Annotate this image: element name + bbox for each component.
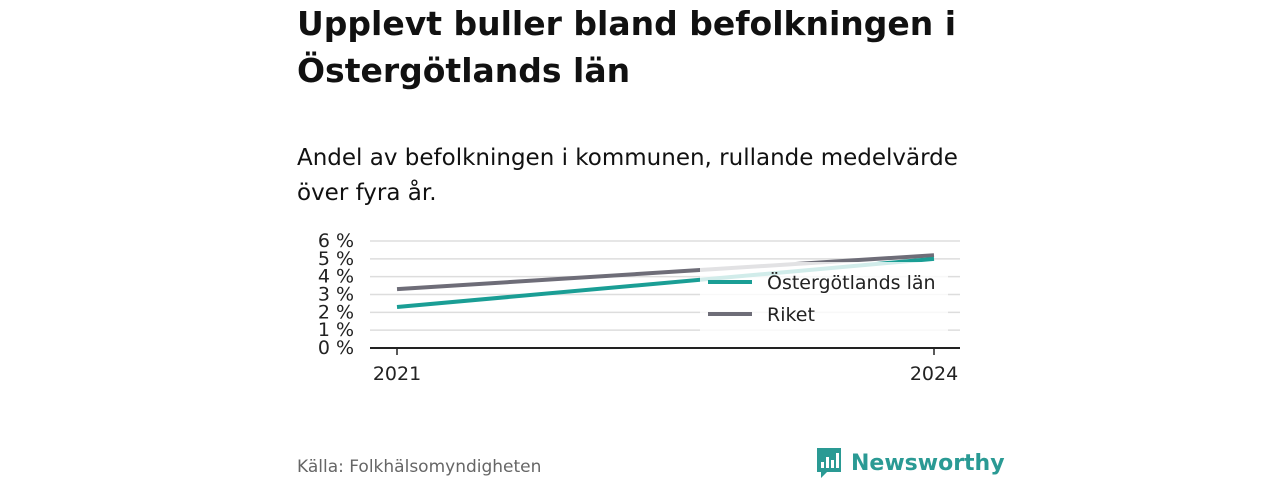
y-tick-label: 5 %: [318, 248, 354, 270]
bar-chart-speech-bubble-icon: [817, 448, 841, 478]
x-tick-label: 2024: [910, 363, 958, 385]
chart-subtitle: Andel av befolkningen i kommunen, rullan…: [297, 145, 958, 206]
chart-title: Upplevt buller bland befolkningen i Öste…: [297, 4, 957, 90]
legend-label: Östergötlands län: [767, 271, 936, 294]
y-tick-label: 0 %: [318, 337, 354, 359]
y-tick-label: 3 %: [318, 284, 354, 306]
series-line-riket: [396, 253, 935, 292]
legend-label: Riket: [767, 304, 815, 326]
brand-name: Newsworthy: [851, 450, 1005, 476]
y-tick-label: 6 %: [318, 230, 354, 252]
y-tick-label: 4 %: [318, 266, 354, 288]
x-tick-label: 2021: [373, 363, 421, 385]
newsworthy-logo: Newsworthy: [815, 446, 1005, 480]
y-tick-label: 1 %: [318, 319, 354, 341]
source-note: Källa: Folkhälsomyndigheten: [297, 457, 542, 477]
legend-background: [700, 262, 948, 334]
y-tick-label: 2 %: [318, 301, 354, 323]
